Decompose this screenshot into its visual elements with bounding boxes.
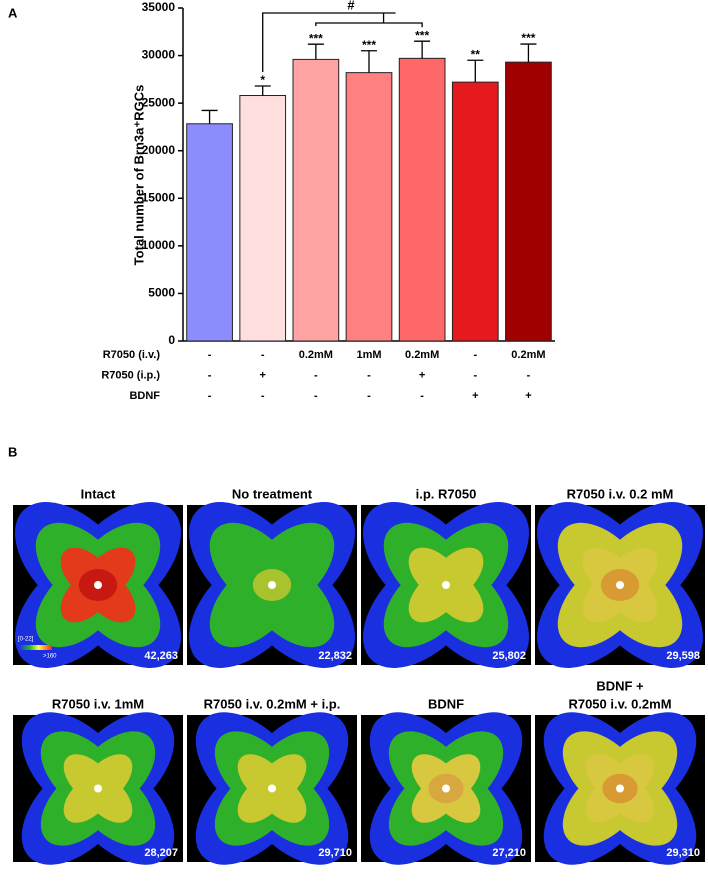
panel-label: A xyxy=(8,5,18,20)
retina xyxy=(537,502,703,668)
bar xyxy=(505,61,552,342)
significance-label: *** xyxy=(362,38,376,52)
treatment-value: - xyxy=(473,349,477,361)
color-scale xyxy=(18,645,52,650)
treatment-value: - xyxy=(367,369,371,381)
y-tick-label: 10000 xyxy=(142,238,176,252)
retina-title: BDNF xyxy=(428,696,464,711)
retina xyxy=(189,502,355,668)
bar xyxy=(292,58,340,342)
treatment-label: BDNF xyxy=(129,390,160,402)
scale-max: >160 xyxy=(43,654,57,660)
optic-disc xyxy=(616,784,624,793)
treatment-value: - xyxy=(367,390,371,402)
y-tick-label: 35000 xyxy=(142,0,176,14)
retina xyxy=(363,502,529,668)
treatment-value: - xyxy=(261,349,265,361)
comparison-label: # xyxy=(347,0,355,12)
optic-disc xyxy=(616,581,624,589)
treatment-value: - xyxy=(527,369,531,381)
optic-disc xyxy=(268,581,276,589)
retina-count: 29,710 xyxy=(318,847,352,859)
treatment-value: 0.2mM xyxy=(511,349,545,361)
treatment-value: 0.2mM xyxy=(299,349,333,361)
retina-count: 29,598 xyxy=(666,650,700,662)
error-bar xyxy=(414,40,431,59)
treatment-value: - xyxy=(314,390,318,402)
optic-disc xyxy=(442,784,450,793)
retina-title: R7050 i.v. 0.2 mM xyxy=(567,486,674,501)
significance-label: *** xyxy=(521,31,535,45)
error-bar xyxy=(201,109,218,124)
significance-label: *** xyxy=(309,31,323,45)
treatment-label: R7050 (i.v.) xyxy=(103,349,161,361)
error-bar xyxy=(520,43,537,63)
retina xyxy=(15,502,181,668)
error-bar xyxy=(307,43,324,60)
treatment-value: 1mM xyxy=(356,349,381,361)
significance-label: *** xyxy=(415,28,429,42)
bracket xyxy=(262,12,396,72)
treatment-value: + xyxy=(525,390,531,402)
retina-title: R7050 i.v. 0.2mM + i.p. xyxy=(204,696,341,711)
treatment-value: + xyxy=(419,369,425,381)
treatment-value: - xyxy=(420,390,424,402)
bar xyxy=(451,81,499,342)
treatment-value: - xyxy=(314,369,318,381)
y-tick-label: 15000 xyxy=(142,190,176,204)
retina-count: 22,832 xyxy=(318,650,352,662)
y-axis-label: Total number of Brn3a⁺RGCs xyxy=(131,85,146,266)
retina xyxy=(195,712,349,865)
bar xyxy=(239,95,287,342)
bar xyxy=(186,123,233,342)
y-tick-label: 20000 xyxy=(142,143,176,157)
retina-count: 27,210 xyxy=(492,847,526,859)
retina-count: 25,802 xyxy=(492,650,526,662)
treatment-value: - xyxy=(208,390,212,402)
retina-title: No treatment xyxy=(232,486,313,501)
retina-title: BDNF + xyxy=(596,678,644,693)
optic-disc xyxy=(442,581,450,589)
bracket xyxy=(315,22,423,28)
treatment-value: - xyxy=(473,369,477,381)
retina-title: R7050 i.v. 1mM xyxy=(52,696,144,711)
retina xyxy=(543,712,697,865)
optic-disc xyxy=(94,784,102,793)
retina xyxy=(369,712,523,865)
y-tick-label: 5000 xyxy=(148,286,175,300)
significance-label: * xyxy=(260,73,265,87)
retina xyxy=(21,712,175,865)
retina-title: R7050 i.v. 0.2mM xyxy=(568,696,671,711)
treatment-label: R7050 (i.p.) xyxy=(101,369,160,381)
treatment-value: 0.2mM xyxy=(405,349,439,361)
y-tick-label: 25000 xyxy=(142,95,176,109)
optic-disc xyxy=(268,784,276,793)
panel-label: B xyxy=(8,444,17,459)
y-tick-label: 30000 xyxy=(142,48,176,62)
bar xyxy=(398,57,446,342)
error-bar xyxy=(254,85,271,96)
retina-count: 28,207 xyxy=(144,847,178,859)
retina-title: Intact xyxy=(81,486,116,501)
treatment-value: + xyxy=(259,369,265,381)
retina-count: 42,263 xyxy=(144,650,178,662)
treatment-value: - xyxy=(208,349,212,361)
treatment-value: - xyxy=(208,369,212,381)
y-tick-label: 0 xyxy=(168,333,175,347)
retina-count: 29,310 xyxy=(666,847,700,859)
optic-disc xyxy=(94,581,102,589)
error-bar xyxy=(467,59,484,83)
treatment-value: - xyxy=(261,390,265,402)
significance-label: ** xyxy=(471,47,481,61)
scale-min: [0-22] xyxy=(18,637,34,643)
error-bar xyxy=(361,50,377,73)
retina-title: i.p. R7050 xyxy=(416,486,477,501)
treatment-value: + xyxy=(472,390,478,402)
bar xyxy=(345,72,393,342)
